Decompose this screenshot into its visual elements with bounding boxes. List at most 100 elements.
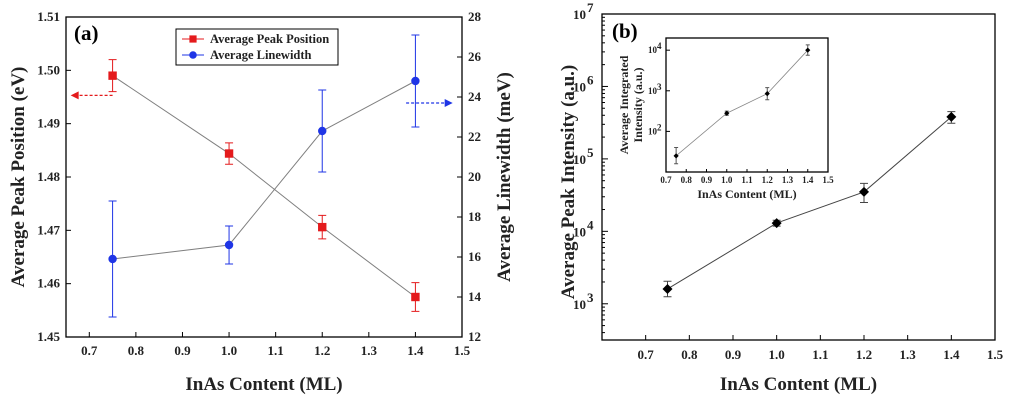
x-tick-label: 1.4 — [943, 347, 960, 362]
y-tick-label: 10 — [573, 152, 586, 167]
peak-position-point — [411, 292, 420, 302]
x-tick-label: 1.4 — [407, 343, 424, 358]
panel-b-label: (b) — [612, 19, 638, 43]
legend-marker-peak-position — [189, 35, 197, 43]
linewidth-point — [108, 254, 117, 264]
right-y-tick-label: 22 — [468, 129, 481, 144]
integrated-intensity-point — [805, 47, 811, 53]
legend-label-linewidth: Average Linewidth — [210, 48, 312, 62]
x-tick-label: 1.5 — [987, 347, 1004, 362]
inset-y-tick-label: 10 — [648, 126, 658, 136]
inset-plot-frame — [665, 37, 829, 173]
right-y-tick-label: 24 — [468, 89, 482, 104]
inset-y-axis-title-line2: Intensity (a.u.) — [631, 67, 645, 142]
panel-a-axis-arrows — [70, 91, 453, 107]
y-tick-label: 10 — [573, 297, 586, 312]
y-tick-exponent: 6 — [587, 72, 594, 87]
legend-symbol-linewidth — [182, 51, 204, 59]
left-y-tick-label: 1.49 — [37, 116, 60, 131]
panel-a-left-y-ticks: 1.45 1.46 1.47 1.48 1.49 1.50 1.51 — [37, 9, 71, 344]
inset-x-ticks: 0.7 0.8 0.9 1.0 1.1 1.2 1.3 1.4 1.5 — [660, 169, 834, 185]
panel-a-x-ticks: 0.7 0.8 0.9 1.0 1.1 1.2 1.3 1.4 1.5 — [81, 332, 471, 358]
inset-x-tick-label: 0.7 — [660, 175, 672, 185]
left-y-tick-label: 1.48 — [37, 169, 60, 184]
x-tick-label: 1.1 — [812, 347, 828, 362]
right-y-tick-label: 12 — [468, 329, 481, 344]
left-y-tick-label: 1.47 — [37, 222, 60, 237]
left-axis-arrow-head — [70, 91, 79, 100]
integrated-intensity-point — [764, 91, 770, 97]
right-axis-arrow-head — [444, 99, 453, 107]
inset-y-axis-title-line1: Average Integrated — [617, 55, 631, 154]
panel-a-right-y-ticks: 12 14 16 18 20 22 24 26 28 — [457, 9, 482, 344]
y-tick-label: 10 — [573, 7, 586, 22]
integrated-intensity-point — [724, 110, 730, 116]
integrated-intensity-line — [675, 49, 809, 157]
panel-a-legend: Average Peak Position Average Linewidth — [175, 28, 339, 66]
x-tick-label: 1.2 — [314, 343, 330, 358]
inset-y-tick-exponent: 4 — [657, 41, 662, 51]
peak-intensity-point — [859, 186, 869, 197]
panel-b-plot-frame — [601, 13, 996, 341]
panel-b-data-marks — [662, 111, 957, 298]
inset-x-tick-label: 1.0 — [721, 175, 733, 185]
peak-intensity-point — [662, 283, 673, 294]
peak-position-point — [108, 71, 117, 80]
legend-label-peak-position: Average Peak Position — [210, 32, 329, 46]
panel-b-y-axis-title: Average Peak Intensity (a.u.) — [558, 65, 579, 299]
peak-intensity-point — [946, 111, 957, 122]
x-tick-label: 1.5 — [454, 343, 471, 358]
left-y-tick-label: 1.51 — [37, 9, 60, 24]
x-tick-label: 1.2 — [856, 347, 872, 362]
y-tick-label: 10 — [573, 79, 586, 94]
right-y-tick-label: 18 — [468, 209, 482, 224]
x-tick-label: 1.0 — [221, 343, 237, 358]
inset-x-axis-title: InAs Content (ML) — [697, 187, 796, 201]
inset-y-tick-exponent: 3 — [657, 82, 662, 92]
right-y-tick-label: 14 — [468, 289, 482, 304]
y-tick-exponent: 4 — [587, 217, 594, 232]
inset-x-tick-label: 0.9 — [701, 175, 713, 185]
legend-marker-linewidth — [189, 51, 197, 59]
y-tick-exponent: 7 — [587, 0, 594, 15]
inset-y-tick-label: 10 — [648, 45, 658, 55]
inset-x-tick-label: 1.1 — [741, 175, 753, 185]
y-tick-exponent: 5 — [587, 145, 594, 160]
x-tick-label: 0.7 — [81, 343, 98, 358]
integrated-intensity-point — [673, 153, 679, 159]
x-tick-label: 0.9 — [174, 343, 191, 358]
linewidth-point — [411, 76, 420, 86]
linewidth-line — [112, 80, 416, 260]
right-y-tick-label: 20 — [468, 169, 481, 184]
inset-x-tick-label: 1.3 — [782, 175, 794, 185]
y-tick-label: 10 — [573, 224, 586, 239]
inset-data-marks — [673, 44, 811, 165]
peak-position-point — [318, 222, 327, 232]
legend-symbol-peak-position — [182, 35, 204, 43]
x-tick-label: 1.1 — [268, 343, 284, 358]
inset-y-tick-label: 10 — [648, 86, 658, 96]
left-y-tick-label: 1.50 — [37, 62, 60, 77]
peak-intensity-point — [771, 218, 782, 229]
y-tick-exponent: 3 — [587, 290, 594, 305]
inset-x-tick-label: 1.4 — [802, 175, 814, 185]
left-y-tick-label: 1.46 — [37, 276, 60, 291]
x-tick-label: 1.3 — [361, 343, 378, 358]
inset-x-tick-label: 0.8 — [681, 175, 693, 185]
inset-y-tick-exponent: 2 — [657, 122, 662, 132]
x-tick-label: 1.3 — [900, 347, 917, 362]
linewidth-point — [318, 126, 327, 136]
panel-a-left-y-axis-title: Average Peak Position (eV) — [8, 67, 29, 288]
legend-box — [175, 28, 339, 66]
x-tick-label: 1.0 — [769, 347, 785, 362]
panel-b-x-ticks: 0.7 0.8 0.9 1.0 1.1 1.2 1.3 1.4 1.5 — [601, 335, 1004, 362]
panel-a-peak-position-linewidth: 0.7 0.8 0.9 1.0 1.1 1.2 1.3 1.4 1.5 1.45 1.46 1.47… — [8, 9, 515, 395]
peak-intensity-line — [667, 116, 952, 290]
peak-position-point — [224, 149, 234, 158]
inset-x-tick-label: 1.2 — [762, 175, 774, 185]
panel-a-right-y-axis-title: Average Linewidth (meV) — [494, 72, 515, 282]
